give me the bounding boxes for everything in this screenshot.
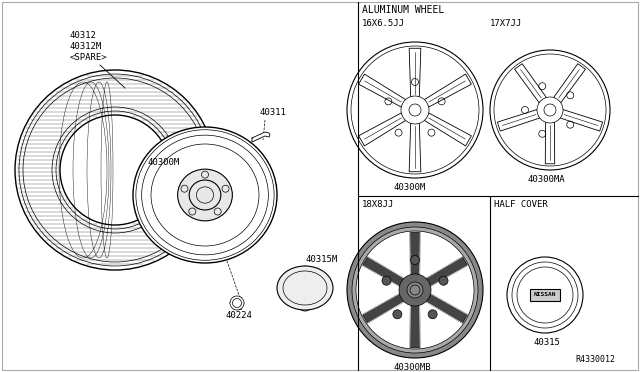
- Polygon shape: [426, 257, 468, 286]
- Circle shape: [352, 227, 478, 353]
- Text: 18X8JJ: 18X8JJ: [362, 200, 394, 209]
- Ellipse shape: [277, 266, 333, 310]
- Polygon shape: [424, 74, 472, 107]
- Text: 40315: 40315: [533, 338, 560, 347]
- Text: ALUMINUM WHEEL: ALUMINUM WHEEL: [362, 5, 444, 15]
- Polygon shape: [410, 232, 420, 275]
- Polygon shape: [424, 113, 472, 146]
- Circle shape: [410, 256, 419, 264]
- Ellipse shape: [133, 127, 277, 263]
- Circle shape: [407, 282, 423, 298]
- Circle shape: [382, 276, 391, 285]
- Text: 40224: 40224: [225, 311, 252, 320]
- Circle shape: [537, 97, 563, 123]
- Circle shape: [401, 96, 429, 124]
- Text: 16X6.5JJ: 16X6.5JJ: [362, 19, 405, 28]
- Polygon shape: [515, 64, 547, 103]
- Polygon shape: [426, 294, 468, 323]
- Circle shape: [428, 310, 437, 319]
- Ellipse shape: [178, 169, 232, 221]
- Text: 40300MA: 40300MA: [528, 175, 566, 184]
- Polygon shape: [409, 123, 421, 172]
- Polygon shape: [410, 305, 420, 348]
- Polygon shape: [362, 257, 404, 286]
- Text: NISSAN: NISSAN: [534, 292, 556, 298]
- Circle shape: [393, 310, 402, 319]
- Text: HALF COVER: HALF COVER: [494, 200, 548, 209]
- Polygon shape: [545, 122, 555, 164]
- Circle shape: [230, 296, 244, 310]
- Text: 40300M: 40300M: [393, 183, 425, 192]
- Polygon shape: [560, 109, 603, 131]
- Text: 40300M: 40300M: [148, 158, 180, 167]
- Text: 40315M: 40315M: [305, 255, 337, 264]
- Circle shape: [399, 274, 431, 306]
- Polygon shape: [252, 132, 270, 142]
- Text: 40312M: 40312M: [70, 42, 102, 51]
- Circle shape: [490, 50, 610, 170]
- Bar: [530, 289, 560, 301]
- Text: 40312: 40312: [70, 31, 97, 40]
- Text: <SPARE>: <SPARE>: [70, 53, 108, 62]
- Text: 40311: 40311: [260, 108, 287, 117]
- Circle shape: [347, 222, 483, 358]
- Polygon shape: [358, 113, 406, 146]
- Circle shape: [347, 42, 483, 178]
- Polygon shape: [358, 74, 406, 107]
- Polygon shape: [409, 48, 421, 97]
- Circle shape: [60, 115, 170, 225]
- Circle shape: [356, 231, 474, 349]
- Polygon shape: [362, 294, 404, 323]
- Text: 17X7JJ: 17X7JJ: [490, 19, 522, 28]
- Polygon shape: [554, 64, 586, 103]
- Circle shape: [439, 276, 448, 285]
- Text: R4330012: R4330012: [575, 355, 615, 364]
- Polygon shape: [497, 109, 540, 131]
- Circle shape: [507, 257, 583, 333]
- Text: 40300MB: 40300MB: [393, 363, 431, 372]
